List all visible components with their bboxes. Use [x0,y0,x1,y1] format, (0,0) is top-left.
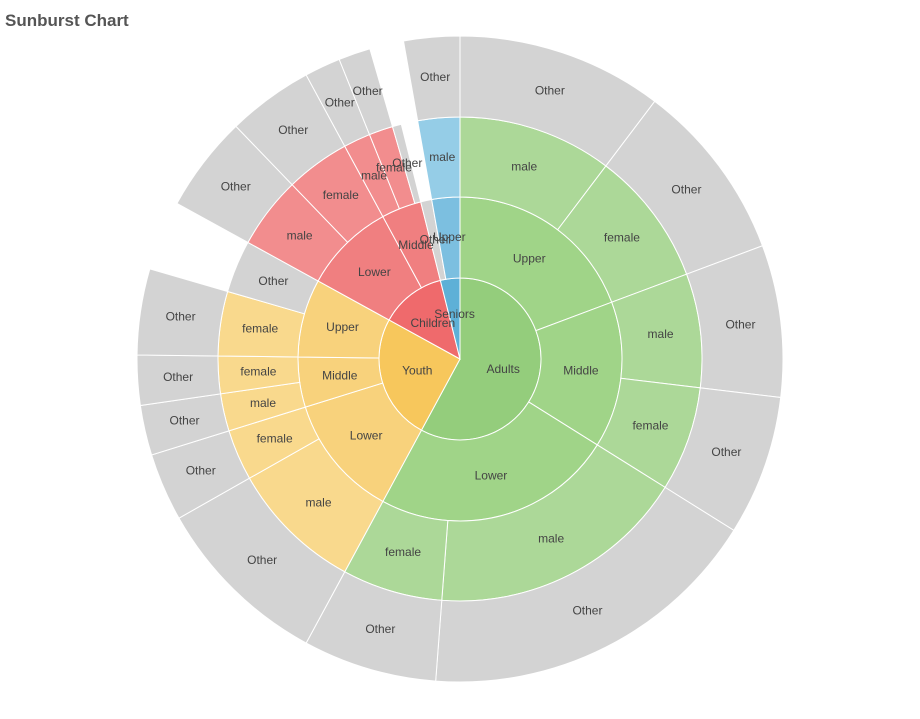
sunburst-label-youth-lower-male-other: Other [247,553,277,567]
sunburst-label-youth-middle-female: female [240,364,276,378]
sunburst-label-adults-middle-male-other: Other [725,318,755,332]
sunburst-label-children-middle: Middle [398,238,434,252]
sunburst-label-adults-lower-female: female [385,545,421,559]
sunburst-labels: AdultsUppermaleOtherfemaleOtherMiddlemal… [163,70,755,636]
sunburst-label-adults-lower-female-other: Other [365,622,395,636]
sunburst-label-youth: Youth [402,364,432,378]
sunburst-label-adults-lower-male: male [538,531,564,545]
sunburst-label-adults-upper-female-other: Other [671,182,701,196]
sunburst-label-children-middle-male-other: Other [325,96,355,110]
sunburst-label-adults-upper-male-other: Other [535,83,565,97]
sunburst-ring-2 [297,196,623,522]
sunburst-label-adults-lower: Lower [475,469,508,483]
sunburst-label-youth-middle: Middle [322,369,358,383]
sunburst-ring-3 [217,116,703,602]
sunburst-label-adults-upper-female: female [604,230,640,244]
sunburst-slice-children-middle-other[interactable] [391,123,422,205]
sunburst-label-seniors-upper-male-other: Other [420,70,450,84]
sunburst-label-adults-middle: Middle [563,363,599,377]
sunburst-label-children: Children [410,316,455,330]
sunburst-label-youth-middle-male: male [250,396,276,410]
sunburst-label-youth-middle-female-other: Other [163,370,193,384]
sunburst-label-adults-lower-male-other: Other [572,603,602,617]
sunburst-label-children-lower-male-other: Other [221,179,251,193]
sunburst-ring-1 [378,277,542,441]
sunburst-label-children-lower-male: male [287,228,313,242]
sunburst-label-children-middle-other: Other [392,156,422,170]
sunburst-ring-4 [136,35,784,683]
sunburst-label-youth-lower: Lower [350,428,383,442]
sunburst-slice-seniors-upper-male-other[interactable] [402,35,461,122]
sunburst-label-youth-lower-female: female [257,431,293,445]
sunburst-label-youth-middle-male-other: Other [169,414,199,428]
sunburst-label-children-lower-female-other: Other [278,123,308,137]
sunburst-label-seniors-upper-male: male [429,150,455,164]
sunburst-label-youth-upper: Upper [326,320,359,334]
sunburst-label-youth-lower-male: male [306,495,332,509]
sunburst-label-youth-upper-female: female [242,321,278,335]
sunburst-label-seniors-other: Other [420,232,450,246]
sunburst-label-seniors-upper: Upper [433,230,466,244]
sunburst-label-children-lower: Lower [358,265,391,279]
sunburst-label-adults-middle-male: male [648,327,674,341]
sunburst-label-children-middle-male: male [361,168,387,182]
sunburst-label-children-middle-female-other: Other [353,84,383,98]
sunburst-label-adults: Adults [487,362,520,376]
sunburst-label-youth-upper-female-other: Other [166,310,196,324]
sunburst-slice-children-middle-female-other[interactable] [338,48,394,136]
sunburst-label-adults-middle-female: female [632,418,668,432]
sunburst-label-adults-upper-male: male [511,160,537,174]
sunburst-label-adults-middle-female-other: Other [711,445,741,459]
sunburst-slice-youth-upper-female-other[interactable] [136,268,229,357]
sunburst-label-youth-upper-other: Other [258,274,288,288]
sunburst-label-children-middle-female: female [376,160,412,174]
sunburst-label-adults-upper: Upper [513,251,546,265]
sunburst-label-seniors: Seniors [434,307,475,321]
chart-title: Sunburst Chart [5,11,129,30]
sunburst-label-youth-lower-female-other: Other [186,463,216,477]
sunburst-label-children-lower-female: female [323,188,359,202]
